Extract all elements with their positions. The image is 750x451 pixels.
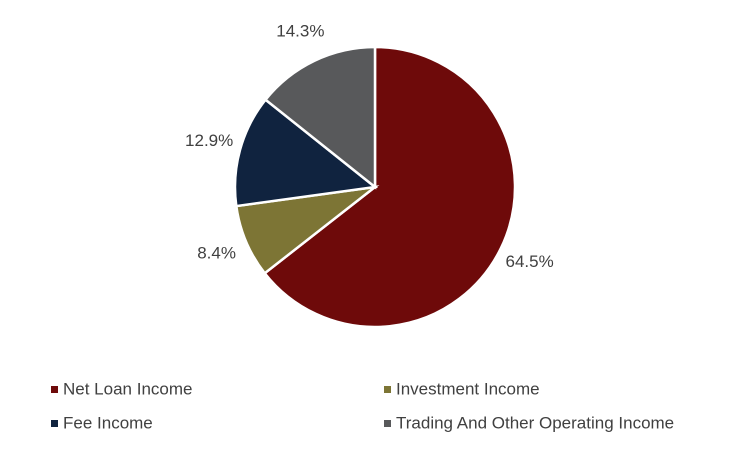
legend-marker: [384, 386, 391, 393]
legend-label: Trading And Other Operating Income: [396, 413, 674, 432]
data-label: 64.5%: [506, 252, 554, 271]
legend-marker: [51, 420, 58, 427]
data-label: 8.4%: [197, 243, 236, 262]
data-label: 14.3%: [276, 22, 324, 41]
legend-label: Investment Income: [396, 379, 540, 398]
legend-label: Net Loan Income: [63, 379, 192, 398]
legend-marker: [384, 420, 391, 427]
data-label: 12.9%: [185, 131, 233, 150]
pie-slice: [262, 45, 517, 329]
pie-slice: [233, 97, 379, 208]
pie-slice: [263, 45, 377, 190]
legend-marker: [51, 386, 58, 393]
legend-label: Fee Income: [63, 413, 153, 432]
